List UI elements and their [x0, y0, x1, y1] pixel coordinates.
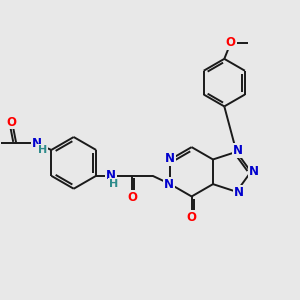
- Text: O: O: [128, 191, 137, 204]
- Text: N: N: [249, 165, 259, 178]
- Text: N: N: [106, 169, 116, 182]
- Text: H: H: [109, 179, 119, 189]
- Text: N: N: [164, 178, 174, 191]
- Text: H: H: [38, 145, 47, 155]
- Text: N: N: [234, 186, 244, 200]
- Text: N: N: [32, 137, 41, 150]
- Text: O: O: [7, 116, 16, 128]
- Text: N: N: [233, 144, 243, 157]
- Text: O: O: [226, 36, 236, 49]
- Text: O: O: [187, 212, 196, 224]
- Text: N: N: [165, 152, 175, 165]
